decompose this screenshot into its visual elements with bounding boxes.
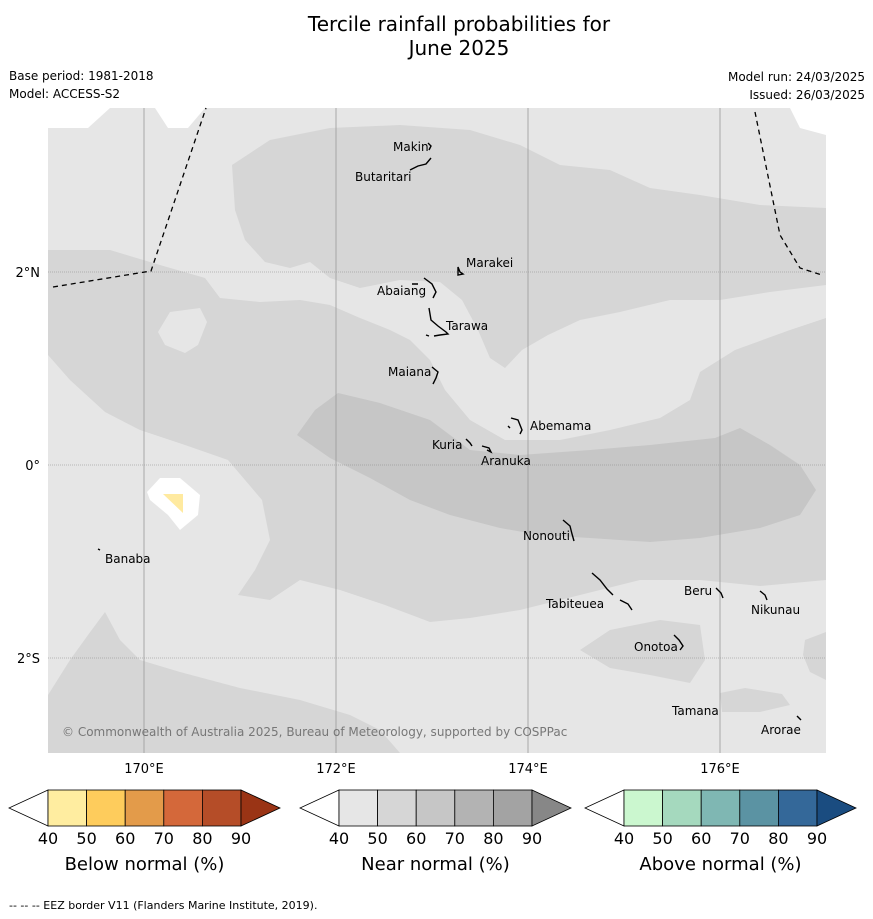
colorbar-title: Below normal (%) xyxy=(65,854,225,875)
colorbar-lower-extension xyxy=(299,789,340,827)
near-normal-region-southeast-b xyxy=(720,688,790,712)
place-label: Kuria xyxy=(432,438,463,452)
place-label: Abaiang xyxy=(377,284,426,298)
issued-date: Issued: 26/03/2025 xyxy=(749,88,865,102)
colorbar-tick-label: 80 xyxy=(483,829,503,848)
colorbar-legends: 40 50 60 70 80 90 Below normal (%) 40 50 60 70 80 90… xyxy=(8,789,857,875)
lon-label: 174°E xyxy=(508,762,548,777)
light-patch-west xyxy=(158,308,207,353)
colorbar-swatch xyxy=(623,789,663,827)
colorbar-swatch xyxy=(778,789,818,827)
place-label: Tarawa xyxy=(445,319,488,333)
colorbar-tick-label: 70 xyxy=(154,829,174,848)
colorbar-swatch xyxy=(201,789,242,827)
lat-label: 0° xyxy=(25,459,40,474)
colorbar-swatch xyxy=(739,789,779,827)
colorbar-lower-extension xyxy=(584,789,625,827)
near-normal-region-north xyxy=(232,125,826,368)
place-label: Marakei xyxy=(466,256,513,270)
colorbar-tick-label: 40 xyxy=(329,829,349,848)
colorbar-swatch xyxy=(492,789,533,827)
colorbar-tick-label: 40 xyxy=(614,829,634,848)
lon-label: 170°E xyxy=(124,762,164,777)
place-label: Beru xyxy=(684,584,712,598)
lat-label: 2°N xyxy=(16,266,41,281)
place-label: Aranuka xyxy=(481,454,531,468)
place-label: Abemama xyxy=(530,419,591,433)
colorbar-title: Above normal (%) xyxy=(639,854,801,875)
below-normal-patch xyxy=(163,494,183,513)
colorbar-2: 40 50 60 70 80 90 Above normal (%) xyxy=(584,789,857,875)
colorbar-tick-label: 70 xyxy=(730,829,750,848)
top-notch-left xyxy=(48,108,110,128)
colorbar-tick-label: 50 xyxy=(367,829,387,848)
top-notch-mid xyxy=(155,108,205,128)
colorbar-upper-extension xyxy=(816,789,857,827)
colorbar-tick-label: 90 xyxy=(231,829,251,848)
place-label: Butaritari xyxy=(355,170,412,184)
copyright-text: © Commonwealth of Australia 2025, Bureau… xyxy=(62,725,567,739)
place-label: Banaba xyxy=(105,552,151,566)
colorbar-lower-extension xyxy=(8,789,49,827)
place-label: Tamana xyxy=(671,704,719,718)
colorbar-tick-label: 40 xyxy=(38,829,58,848)
colorbar-tick-label: 60 xyxy=(115,829,135,848)
near-normal-region-southeast-a xyxy=(580,620,705,683)
place-label: Onotoa xyxy=(634,640,678,654)
colorbar-swatch xyxy=(86,789,126,827)
place-label: Maiana xyxy=(388,365,431,379)
base-period: Base period: 1981-2018 xyxy=(9,69,154,83)
colorbar-swatch xyxy=(338,789,378,827)
model-run: Model run: 24/03/2025 xyxy=(727,70,865,84)
model-name: Model: ACCESS-S2 xyxy=(9,87,121,101)
colorbar-upper-extension xyxy=(240,789,281,827)
place-labels: Makin Butaritari Marakei Abaiang Tarawa … xyxy=(105,140,801,737)
island-outlines xyxy=(97,142,802,721)
place-label: Arorae xyxy=(761,723,801,737)
place-label: Makin xyxy=(393,140,429,154)
colorbar-swatch xyxy=(415,789,456,827)
colorbar-tick-label: 80 xyxy=(768,829,788,848)
colorbar-swatch xyxy=(700,789,741,827)
colorbar-tick-label: 50 xyxy=(652,829,672,848)
meridians xyxy=(143,108,721,753)
colorbar-swatch xyxy=(124,789,165,827)
place-label: Nikunau xyxy=(751,603,800,617)
colorbar-tick-label: 70 xyxy=(445,829,465,848)
colorbar-tick-label: 90 xyxy=(807,829,827,848)
eez-footnote: -- -- -- EEZ border V11 (Flanders Marine… xyxy=(9,899,318,912)
colorbar-swatch xyxy=(377,789,417,827)
chart-title-line2: June 2025 xyxy=(408,36,510,60)
lon-label: 172°E xyxy=(316,762,356,777)
colorbar-tick-label: 60 xyxy=(406,829,426,848)
colorbar-swatch xyxy=(47,789,87,827)
near-normal-region-central xyxy=(297,393,816,542)
colorbar-tick-label: 90 xyxy=(522,829,542,848)
colorbar-0: 40 50 60 70 80 90 Below normal (%) xyxy=(8,789,281,875)
eez-border xyxy=(52,107,823,288)
colorbar-swatch xyxy=(454,789,494,827)
colorbar-swatch xyxy=(163,789,203,827)
lon-label: 176°E xyxy=(700,762,740,777)
colorbar-title: Near normal (%) xyxy=(361,854,510,875)
colorbar-tick-label: 80 xyxy=(192,829,212,848)
below-normal-patch-outline xyxy=(147,478,200,530)
colorbar-tick-label: 50 xyxy=(76,829,96,848)
colorbar-upper-extension xyxy=(531,789,572,827)
chart-title-line1: Tercile rainfall probabilities for xyxy=(307,12,611,36)
colorbar-1: 40 50 60 70 80 90 Near normal (%) xyxy=(299,789,572,875)
lat-label: 2°S xyxy=(17,652,40,667)
colorbar-tick-label: 60 xyxy=(691,829,711,848)
near-normal-region-southwest xyxy=(48,612,400,753)
colorbar-swatch xyxy=(662,789,702,827)
place-label: Nonouti xyxy=(523,529,570,543)
near-normal-region-southeast-c xyxy=(803,632,826,680)
place-label: Tabiteuea xyxy=(545,597,604,611)
gridlines xyxy=(48,271,826,659)
top-notch-right xyxy=(790,108,826,135)
